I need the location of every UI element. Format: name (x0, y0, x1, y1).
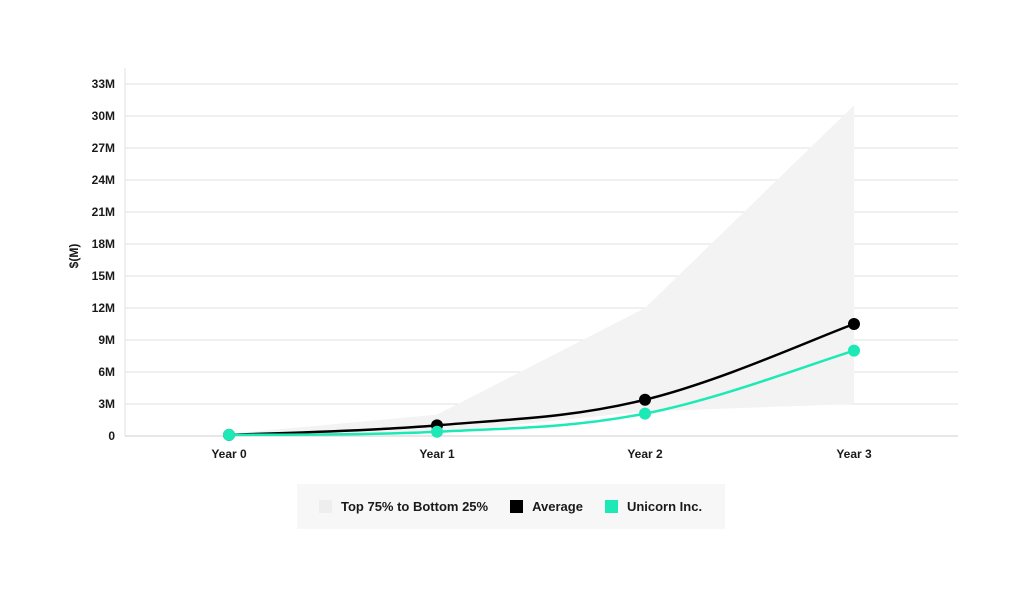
band-polygon (229, 105, 854, 435)
y-tick-label: 6M (98, 365, 115, 379)
legend-label-unicorn: Unicorn Inc. (626, 499, 703, 514)
y-tick-label: 27M (92, 141, 115, 155)
series-line-unicorn-inc (228, 349, 855, 437)
y-tick-label: 33M (92, 77, 115, 91)
legend-item-band: Top 75% to Bottom 25% (319, 499, 488, 514)
y-axis-label: $(M) (67, 244, 81, 269)
x-tick-label: Year 0 (211, 447, 247, 461)
data-point-unicorn-inc (431, 425, 443, 438)
band-area (229, 105, 854, 435)
data-point-average (639, 393, 651, 406)
data-point-unicorn-inc (848, 344, 860, 357)
legend-label-average: Average (532, 499, 583, 514)
series-lines (228, 322, 855, 437)
y-tick-label: 30M (92, 109, 115, 123)
y-tick-label: 24M (92, 173, 115, 187)
y-tick-label: 3M (98, 397, 115, 411)
x-tick-label: Year 1 (419, 447, 455, 461)
legend-item-average: Average (510, 499, 583, 514)
data-point-unicorn-inc (223, 428, 235, 441)
legend-swatch-unicorn (604, 500, 618, 513)
y-tick-label: 15M (92, 269, 115, 283)
series-points (223, 318, 860, 441)
y-tick-label: 21M (92, 205, 115, 219)
y-tick-label: 18M (92, 237, 115, 251)
y-tick-labels: 0 3M 6M 9M 12M 15M 18M 21M 24M 27M 30M 33M (92, 77, 116, 443)
data-point-average (848, 318, 860, 330)
x-tick-label: Year 3 (836, 447, 872, 461)
legend-swatch-average (510, 500, 524, 513)
legend-label-band: Top 75% to Bottom 25% (341, 499, 489, 514)
x-tick-label: Year 2 (627, 447, 663, 461)
data-point-unicorn-inc (639, 407, 651, 420)
legend-item-unicorn: Unicorn Inc. (604, 499, 703, 514)
legend-swatch-band (319, 500, 332, 513)
series-line-average (228, 322, 855, 437)
y-tick-label: 0 (108, 429, 115, 443)
legend: Top 75% to Bottom 25% Average Unicorn In… (297, 484, 725, 529)
x-tick-labels: Year 0 Year 1 Year 2 Year 3 (211, 447, 872, 461)
y-tick-label: 9M (98, 333, 115, 347)
y-tick-label: 12M (92, 301, 115, 315)
